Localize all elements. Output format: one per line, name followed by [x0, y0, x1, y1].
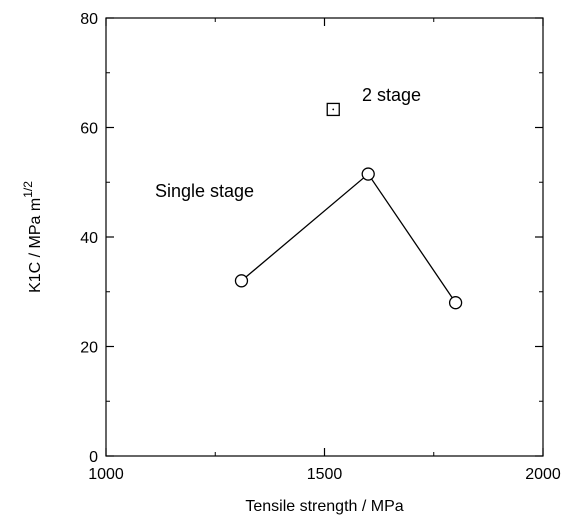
y-tick-label: 60: [80, 121, 98, 138]
axis-ticks: [105, 17, 544, 457]
annotations: Single stage 2 stage: [155, 85, 421, 201]
y-axis-title-sup: 1/2: [21, 181, 35, 198]
data-markers: [234, 102, 463, 310]
y-axis-title: K1C / MPa m1/2: [21, 181, 44, 293]
y-tick-label: 20: [80, 340, 98, 357]
series-line: [241, 173, 457, 304]
x-axis-title: Tensile strength / MPa: [245, 498, 403, 515]
axis-tick-labels: 1000 1500 2000 0 20 40 60 80: [80, 11, 561, 483]
y-tick-label: 40: [80, 230, 98, 247]
annotation-label: Single stage: [155, 181, 254, 201]
annotation-label: 2 stage: [362, 85, 421, 105]
data-point-square-dot: [332, 108, 335, 111]
data-point-circle: [448, 296, 463, 310]
x-tick-label: 1500: [307, 466, 343, 483]
y-axis-title-main: K1C / MPa m: [27, 198, 44, 293]
x-tick-label: 2000: [525, 466, 561, 483]
data-point-circle: [361, 167, 375, 181]
y-tick-label: 0: [89, 449, 98, 466]
x-tick-label: 1000: [88, 466, 124, 483]
data-point-circle: [234, 274, 249, 288]
y-tick-label: 80: [80, 11, 98, 28]
series-lines: [241, 173, 457, 304]
plot-frame: [105, 17, 544, 457]
